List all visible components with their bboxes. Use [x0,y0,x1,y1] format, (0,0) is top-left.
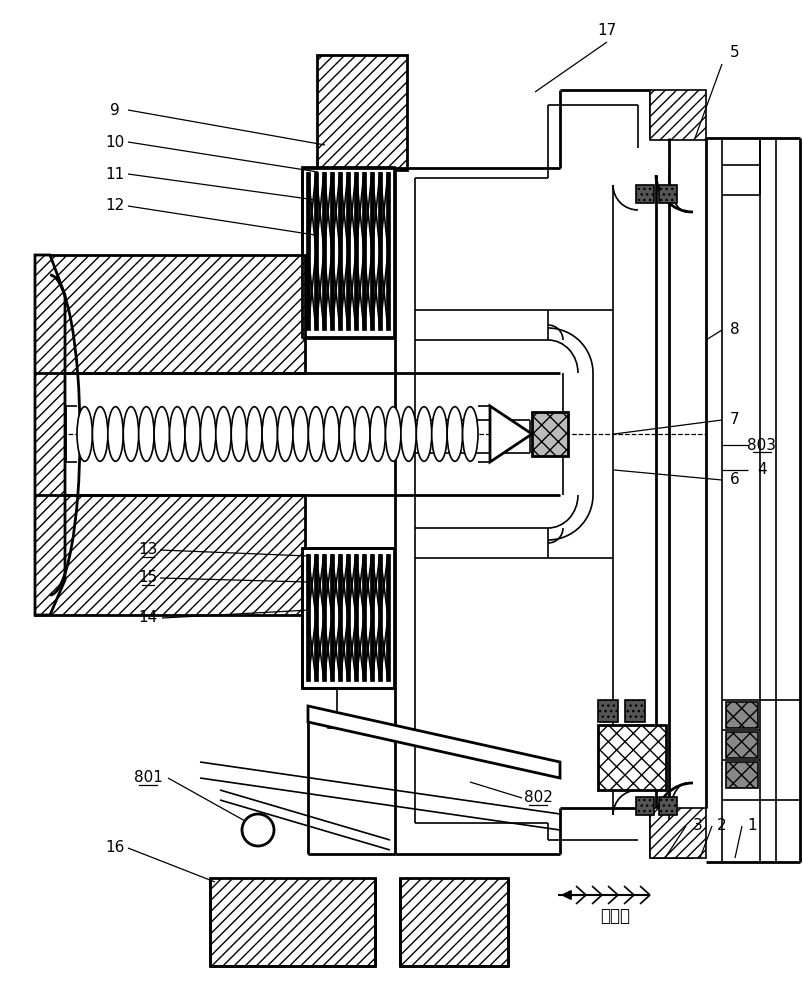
Bar [316,55,406,170]
Text: 5: 5 [729,45,739,60]
Bar [377,172,381,330]
Ellipse shape [369,407,385,461]
Bar [725,732,757,758]
Text: 15: 15 [138,570,157,585]
Text: 16: 16 [105,840,124,855]
Bar [302,548,393,688]
Bar [345,554,349,681]
Ellipse shape [446,407,462,461]
Ellipse shape [200,407,215,461]
Text: 7: 7 [729,412,739,428]
Ellipse shape [215,407,231,461]
Ellipse shape [139,407,154,461]
Ellipse shape [262,407,277,461]
Bar [361,172,365,330]
Ellipse shape [123,407,139,461]
Bar [353,172,357,330]
Ellipse shape [185,407,200,461]
Bar [337,172,341,330]
Bar [624,700,644,722]
Ellipse shape [169,407,185,461]
Polygon shape [35,255,65,615]
Ellipse shape [231,407,247,461]
Bar [306,172,310,330]
Text: 6: 6 [729,473,739,488]
Bar [345,172,349,330]
Bar [532,412,567,456]
Bar [35,255,304,373]
Ellipse shape [324,407,339,461]
Text: 进气口: 进气口 [599,907,630,925]
Ellipse shape [277,407,292,461]
Ellipse shape [339,407,354,461]
Text: 8: 8 [729,322,739,338]
Bar [314,554,318,681]
Bar [369,172,373,330]
Bar [658,185,676,203]
Text: 12: 12 [105,198,124,214]
Bar [35,495,304,615]
Ellipse shape [108,407,123,461]
Bar [597,725,665,790]
Bar [321,172,325,330]
Bar [353,554,357,681]
Text: 11: 11 [105,167,124,182]
Bar [635,185,653,203]
Circle shape [242,814,274,846]
Ellipse shape [354,407,369,461]
Bar [635,797,653,815]
Text: 17: 17 [597,23,616,38]
Ellipse shape [385,407,401,461]
Text: 801: 801 [133,770,162,785]
Ellipse shape [308,407,324,461]
Bar [329,554,333,681]
Bar [321,554,325,681]
Ellipse shape [416,407,431,461]
Text: 803: 803 [747,438,776,452]
Polygon shape [308,706,560,778]
Bar [210,878,374,966]
Text: 9: 9 [110,103,120,118]
Ellipse shape [92,407,108,461]
Text: 1: 1 [746,818,756,833]
Bar [597,700,618,722]
Ellipse shape [77,407,92,461]
Bar [725,762,757,788]
Ellipse shape [462,407,478,461]
Ellipse shape [292,407,308,461]
Bar [337,554,341,681]
Polygon shape [489,406,532,462]
Bar [649,90,705,140]
Bar [400,878,507,966]
Bar [306,554,310,681]
Bar [385,554,389,681]
Bar [329,172,333,330]
Ellipse shape [401,407,416,461]
Bar [385,172,389,330]
Bar [377,554,381,681]
Ellipse shape [154,407,169,461]
Ellipse shape [247,407,262,461]
Text: 4: 4 [756,462,766,478]
Text: 802: 802 [523,790,552,805]
Text: 3: 3 [692,818,702,833]
Bar [369,554,373,681]
Bar [649,808,705,858]
Text: 13: 13 [138,542,157,558]
Bar [328,718,345,728]
Bar [361,554,365,681]
Bar [302,167,393,337]
Bar [725,702,757,728]
Ellipse shape [431,407,446,461]
Text: 2: 2 [716,818,726,833]
Text: 10: 10 [105,135,124,150]
Bar [658,797,676,815]
Text: 14: 14 [138,610,157,626]
Bar [314,172,318,330]
